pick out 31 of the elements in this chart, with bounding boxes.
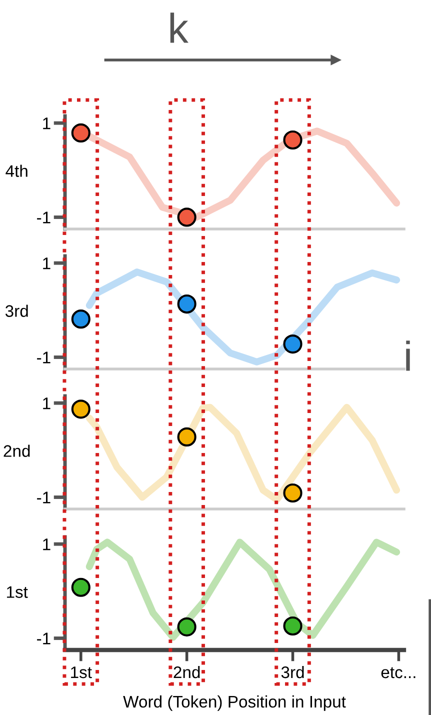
point — [283, 483, 302, 503]
text: i — [406, 340, 410, 371]
point — [177, 294, 196, 314]
point — [71, 578, 90, 597]
y-tick-label: 1 — [43, 538, 50, 550]
y-tick-label: 1 — [43, 398, 50, 410]
y-axis-title: 4th — [6, 164, 28, 177]
y-tick-label: 1 — [43, 118, 50, 130]
x-axis-title: Word (Token) Position in Input — [123, 695, 346, 711]
point — [177, 427, 196, 447]
point — [177, 208, 196, 227]
point — [71, 310, 90, 329]
y-tick-label: 1 — [43, 258, 50, 270]
text: k — [170, 12, 188, 43]
point — [283, 616, 302, 636]
x-tick-label: 2nd — [174, 666, 200, 678]
point — [283, 130, 302, 150]
y-tick-label: -1 — [37, 212, 50, 224]
x-tick-label: 3rd — [281, 666, 304, 678]
y-axis-title: 1st — [7, 586, 28, 598]
point — [177, 617, 196, 636]
point — [71, 400, 90, 419]
point — [71, 123, 90, 142]
x-tick-label: 1st — [71, 666, 92, 678]
y-tick-label: -1 — [37, 492, 50, 504]
y-tick-label: -1 — [37, 632, 50, 644]
y-tick-label: -1 — [37, 352, 50, 364]
x-tick-label: etc... — [381, 667, 416, 678]
y-axis-title: 2nd — [4, 444, 30, 457]
y-axis-title: 3rd — [5, 304, 28, 317]
point — [283, 334, 302, 354]
